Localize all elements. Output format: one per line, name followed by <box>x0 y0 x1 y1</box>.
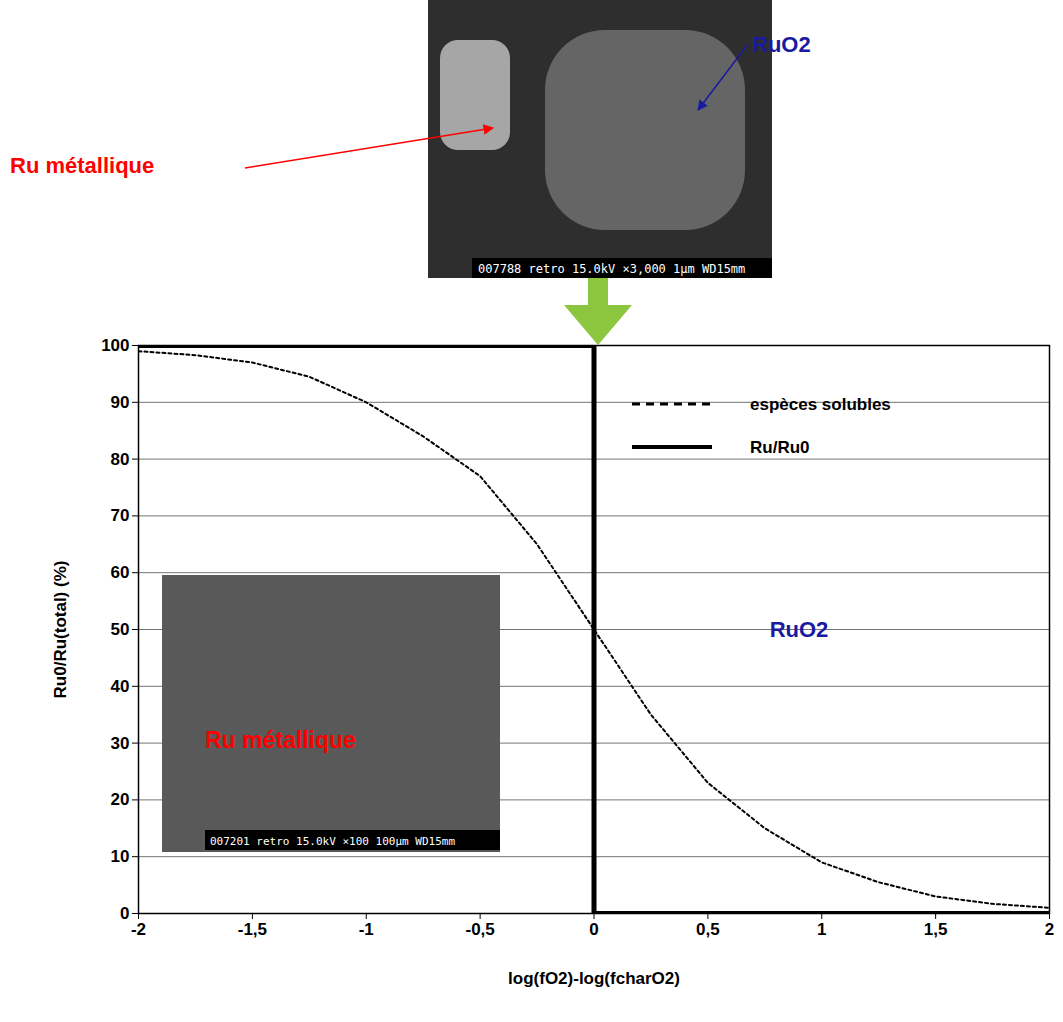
svg-text:10: 10 <box>111 847 130 866</box>
svg-text:20: 20 <box>111 790 130 809</box>
svg-text:90: 90 <box>111 393 130 412</box>
svg-text:40: 40 <box>111 677 130 696</box>
svg-text:30: 30 <box>111 734 130 753</box>
svg-text:0,5: 0,5 <box>696 920 720 939</box>
svg-text:RuO2: RuO2 <box>752 32 811 57</box>
svg-text:Ru métallique: Ru métallique <box>205 727 356 753</box>
svg-text:-2: -2 <box>131 920 146 939</box>
svg-text:80: 80 <box>111 450 130 469</box>
svg-text:RuO2: RuO2 <box>770 617 829 642</box>
svg-text:60: 60 <box>111 563 130 582</box>
svg-text:-0,5: -0,5 <box>465 920 494 939</box>
svg-text:2: 2 <box>1045 920 1054 939</box>
svg-text:70: 70 <box>111 506 130 525</box>
svg-text:007788 retro 15.0kV ×3,000 1µm: 007788 retro 15.0kV ×3,000 1µm WD15mm <box>478 262 745 276</box>
svg-text:Ru métallique: Ru métallique <box>10 153 154 178</box>
svg-text:Ru/Ru0: Ru/Ru0 <box>750 438 810 457</box>
svg-text:0: 0 <box>120 904 129 923</box>
svg-text:0: 0 <box>589 920 598 939</box>
svg-text:1: 1 <box>817 920 826 939</box>
svg-text:-1,5: -1,5 <box>238 920 267 939</box>
svg-text:007201 retro 15.0kV ×100 100µm: 007201 retro 15.0kV ×100 100µm WD15mm <box>210 835 455 848</box>
svg-text:Ru0/Ru(total) (%): Ru0/Ru(total) (%) <box>51 561 70 699</box>
svg-text:log(fO2)-log(fcharO2): log(fO2)-log(fcharO2) <box>508 969 680 988</box>
svg-text:100: 100 <box>101 336 129 355</box>
svg-text:1,5: 1,5 <box>924 920 948 939</box>
svg-text:50: 50 <box>111 620 130 639</box>
svg-text:espèces solubles: espèces solubles <box>750 395 891 414</box>
svg-text:-1: -1 <box>359 920 374 939</box>
